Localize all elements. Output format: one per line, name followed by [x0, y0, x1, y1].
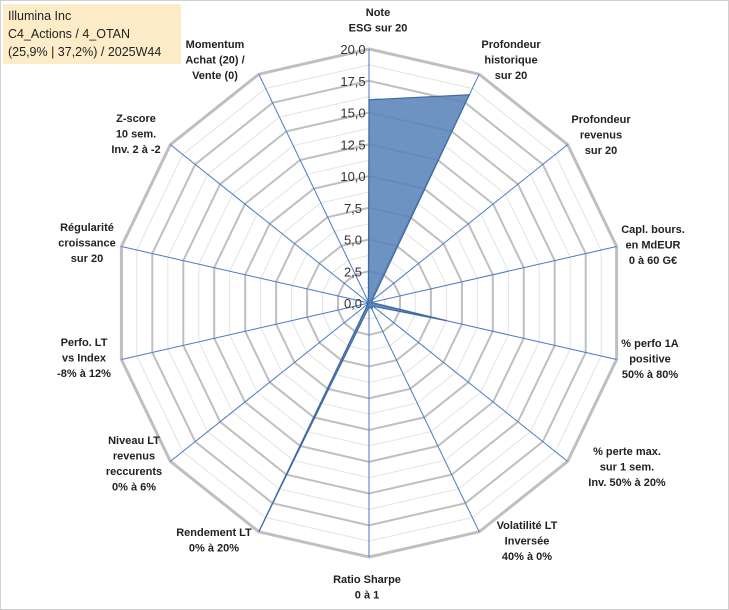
axis-spoke — [258, 73, 370, 304]
axis-label: Momentum Achat (20) / Vente (0) — [185, 39, 244, 82]
tick-label: 20,0 — [340, 42, 365, 57]
info-stats: (25,9% | 37,2%) / 2025W44 — [8, 45, 162, 59]
axis-spoke — [368, 246, 617, 304]
axis-spoke — [170, 302, 370, 462]
data-point — [258, 529, 261, 532]
data-point — [370, 301, 373, 304]
tick-label: 2,5 — [344, 264, 362, 279]
data-point — [371, 307, 373, 310]
data-point — [368, 306, 370, 308]
axis-label: Perfo. LT vs Index -8% à 12% — [57, 337, 111, 380]
axis-spoke — [368, 302, 480, 533]
data-point — [367, 301, 370, 303]
axis-spoke — [368, 144, 568, 304]
axis-spoke — [121, 302, 370, 360]
data-point — [468, 94, 471, 96]
tick-label: 12,5 — [340, 137, 365, 152]
axis-spoke — [121, 246, 370, 304]
tick-label: 17,5 — [340, 74, 365, 89]
axis-label: Capl. bours. en MdEUR 0 à 60 G€ — [621, 224, 685, 267]
radar-series — [258, 94, 471, 532]
axis-spoke — [170, 144, 370, 304]
axis-label: Profondeur historique sur 20 — [481, 39, 541, 82]
info-company: Illumina Inc — [8, 9, 72, 23]
radar-tick-labels: 0,0 2,5 5,0 7,5 10,0 12,5 15,0 17,5 20,0 — [340, 42, 365, 311]
axis-label: % perfo 1A positive 50% à 80% — [621, 338, 679, 381]
axis-label: Profondeur revenus sur 20 — [571, 114, 631, 157]
info-box: Illumina Inc C4_Actions / 4_OTAN (25,9% … — [3, 4, 181, 64]
axis-label: Rendement LT 0% à 20% — [176, 527, 252, 555]
data-point — [371, 299, 373, 302]
axis-spoke — [368, 302, 568, 462]
axis-label: Volatilité LT Inversée 40% à 0% — [497, 520, 558, 563]
axis-label: Ratio Sharpe 0 à 1 — [333, 574, 401, 602]
series-area — [258, 94, 471, 531]
axis-label: Niveau LT revenus reccurents 0% à 6% — [106, 435, 162, 494]
axis-label: Note ESG sur 20 — [349, 7, 408, 35]
axis-label: Régularité croissance sur 20 — [58, 222, 115, 265]
info-category: C4_Actions / 4_OTAN — [8, 27, 131, 41]
tick-label: 7,5 — [344, 201, 362, 216]
axis-label: Z-score 10 sem. Inv. 2 à -2 — [111, 113, 160, 156]
tick-label: 15,0 — [340, 106, 365, 121]
data-point — [368, 99, 370, 101]
axis-label: % perte max. sur 1 sem. Inv. 50% à 20% — [588, 446, 666, 489]
data-point — [372, 305, 374, 308]
radar-axis-labels: Note ESG sur 20 Profondeur historique sur 20… — [57, 7, 685, 602]
tick-label: 10,0 — [340, 169, 365, 184]
tick-label: 0,0 — [344, 296, 362, 311]
tick-label: 5,0 — [344, 233, 362, 248]
data-point — [445, 319, 447, 322]
